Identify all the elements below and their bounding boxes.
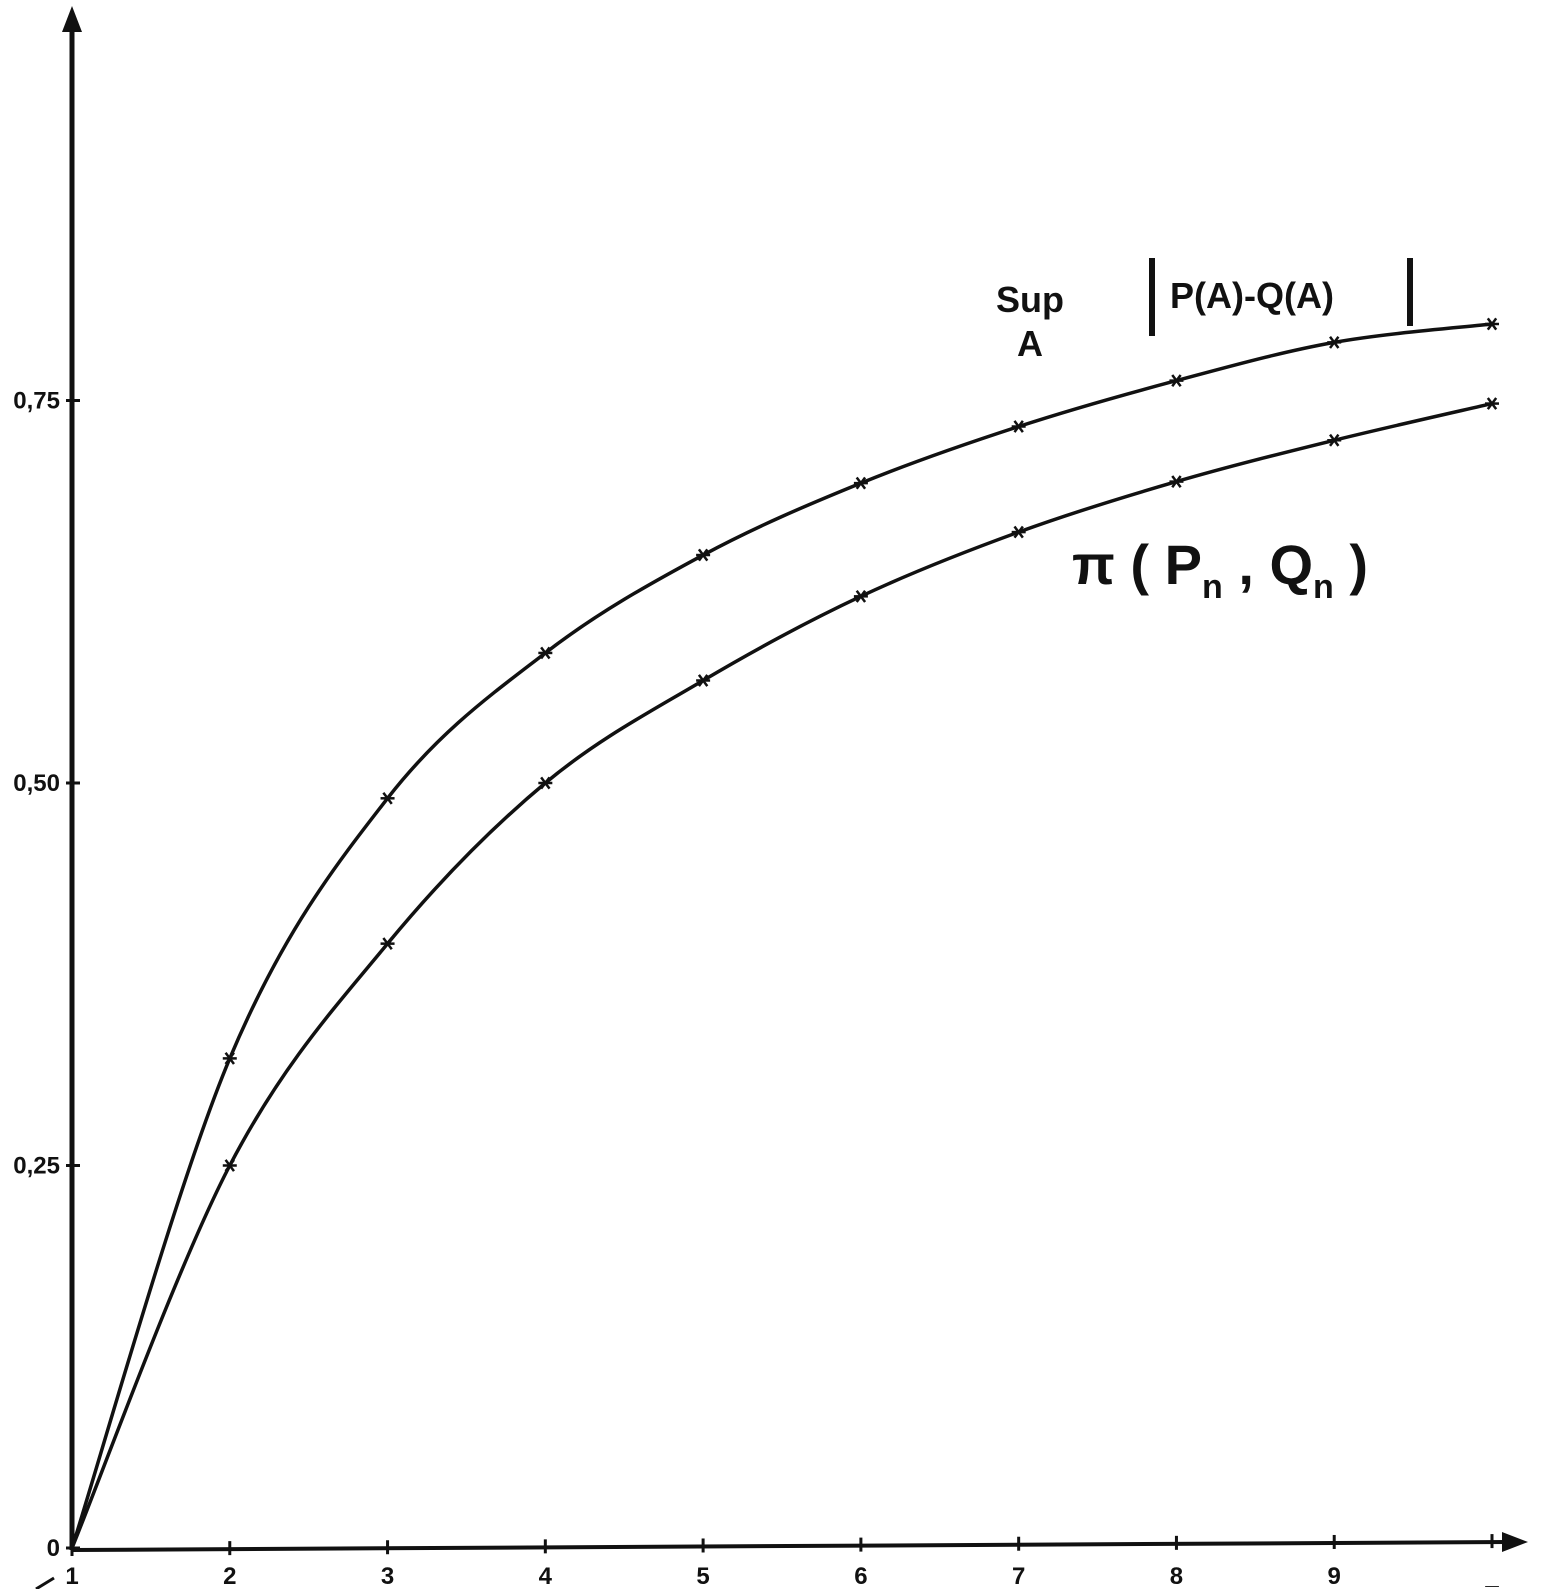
data-point-marker — [1485, 397, 1499, 410]
axes — [35, 6, 1528, 1591]
data-point-marker — [696, 548, 711, 562]
data-point-marker — [853, 589, 868, 603]
marker-stroke — [1329, 433, 1340, 447]
marker-stroke — [1329, 336, 1340, 349]
x-tick-label: 1 — [65, 1563, 78, 1589]
x-tick-label: 3 — [381, 1563, 394, 1589]
data-point-marker — [1011, 420, 1026, 433]
pi-label: π ( Pn , Qn ) — [1072, 533, 1368, 606]
x-tick-label: 7 — [1012, 1563, 1025, 1589]
data-point-marker — [538, 646, 553, 660]
sup-label: Sup — [996, 279, 1064, 320]
pi-label-mid: , Q — [1223, 533, 1313, 596]
data-point-marker — [380, 937, 395, 951]
data-point-marker — [222, 1052, 237, 1065]
data-point-marker — [1485, 317, 1499, 331]
data-point-marker — [1169, 475, 1184, 488]
data-point-marker — [853, 476, 868, 490]
marker-stroke — [1013, 525, 1024, 539]
y-tick-label: 0 — [47, 1535, 60, 1562]
marker-stroke — [1486, 317, 1498, 331]
marker-stroke — [540, 646, 551, 660]
marker-stroke — [855, 589, 867, 603]
pi-label-close: ) — [1334, 533, 1368, 596]
y-axis-arrow-icon — [62, 6, 82, 32]
marker-stroke — [697, 548, 709, 562]
marker-stroke — [1171, 374, 1182, 387]
data-point-marker — [1327, 433, 1342, 447]
x-tick-label: 4 — [539, 1563, 553, 1589]
sup-expression: P(A)-Q(A) — [1170, 275, 1334, 316]
x-tick-label: 9 — [1328, 1563, 1341, 1589]
series-labels: Sup A P(A)-Q(A) π ( Pn , Qn ) — [996, 258, 1413, 606]
data-point-marker — [1327, 336, 1342, 349]
pi-label-sub-2: n — [1313, 568, 1334, 606]
x-tick-label: 8 — [1170, 1563, 1183, 1589]
sup-subscript-a: A — [1017, 323, 1043, 364]
marker-stroke — [1486, 397, 1498, 410]
series-2 — [70, 397, 1499, 1549]
data-point-marker — [1011, 525, 1026, 539]
x-axis-line — [71, 1540, 1509, 1552]
data-point-marker — [222, 1159, 237, 1172]
x-tick-label: 2 — [223, 1563, 236, 1589]
marker-stroke — [1171, 475, 1182, 488]
marker-stroke — [1013, 420, 1024, 433]
ticks: 0 0,25 0,50 0,75 1 2 3 4 5 6 7 8 9 _ — [13, 388, 1499, 1591]
x-axis-stub — [35, 1576, 55, 1591]
data-point-marker — [696, 674, 711, 687]
marker-stroke — [540, 776, 551, 790]
x-tick-label: _ — [1484, 1563, 1499, 1589]
marker-stroke — [224, 1052, 235, 1065]
data-point-marker — [538, 776, 553, 790]
marker-stroke — [382, 937, 393, 951]
pi-label-sub-1: n — [1202, 568, 1223, 606]
y-tick-label: 0,50 — [13, 770, 60, 797]
x-tick-label: 5 — [696, 1563, 709, 1589]
x-tick-label: 6 — [854, 1563, 867, 1589]
marker-stroke — [224, 1159, 235, 1172]
series-1 — [70, 317, 1499, 1549]
x-axis-arrow-icon — [1502, 1532, 1528, 1552]
marker-stroke — [855, 476, 867, 490]
y-tick-label: 0,75 — [13, 388, 60, 415]
pi-label-main: π ( P — [1072, 533, 1202, 596]
marker-stroke — [697, 674, 709, 687]
y-tick-label: 0,25 — [13, 1153, 60, 1180]
data-point-marker — [1169, 374, 1184, 387]
series-1-line — [70, 322, 1493, 1549]
marker-stroke — [382, 791, 393, 805]
data-point-marker — [380, 791, 395, 805]
series — [70, 317, 1499, 1549]
